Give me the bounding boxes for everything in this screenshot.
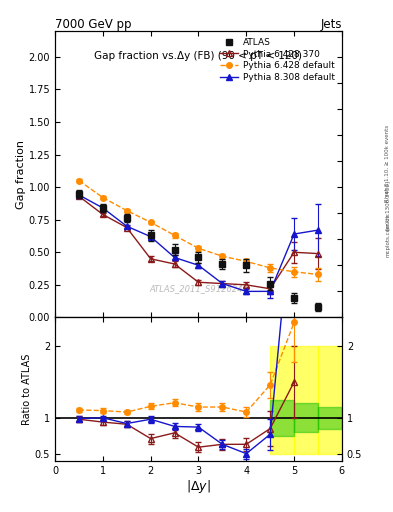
- Text: Gap fraction vs.Δy (FB) (90 < pT < 120): Gap fraction vs.Δy (FB) (90 < pT < 120): [94, 51, 303, 61]
- Legend: ATLAS, Pythia 6.428 370, Pythia 6.428 default, Pythia 8.308 default: ATLAS, Pythia 6.428 370, Pythia 6.428 de…: [217, 35, 338, 85]
- Text: 7000 GeV pp: 7000 GeV pp: [55, 18, 132, 31]
- Text: Rivet 3.1.10, ≥ 100k events: Rivet 3.1.10, ≥ 100k events: [385, 125, 390, 202]
- Text: [arXiv:1306.3436]: [arXiv:1306.3436]: [385, 180, 390, 230]
- Text: ATLAS_2011_S9126244: ATLAS_2011_S9126244: [149, 284, 248, 293]
- Y-axis label: Gap fraction: Gap fraction: [16, 140, 26, 208]
- Text: Jets: Jets: [320, 18, 342, 31]
- Text: mcplots.cern.ch: mcplots.cern.ch: [385, 214, 390, 258]
- Y-axis label: Ratio to ATLAS: Ratio to ATLAS: [22, 353, 32, 425]
- X-axis label: $|\Delta y|$: $|\Delta y|$: [186, 478, 211, 496]
